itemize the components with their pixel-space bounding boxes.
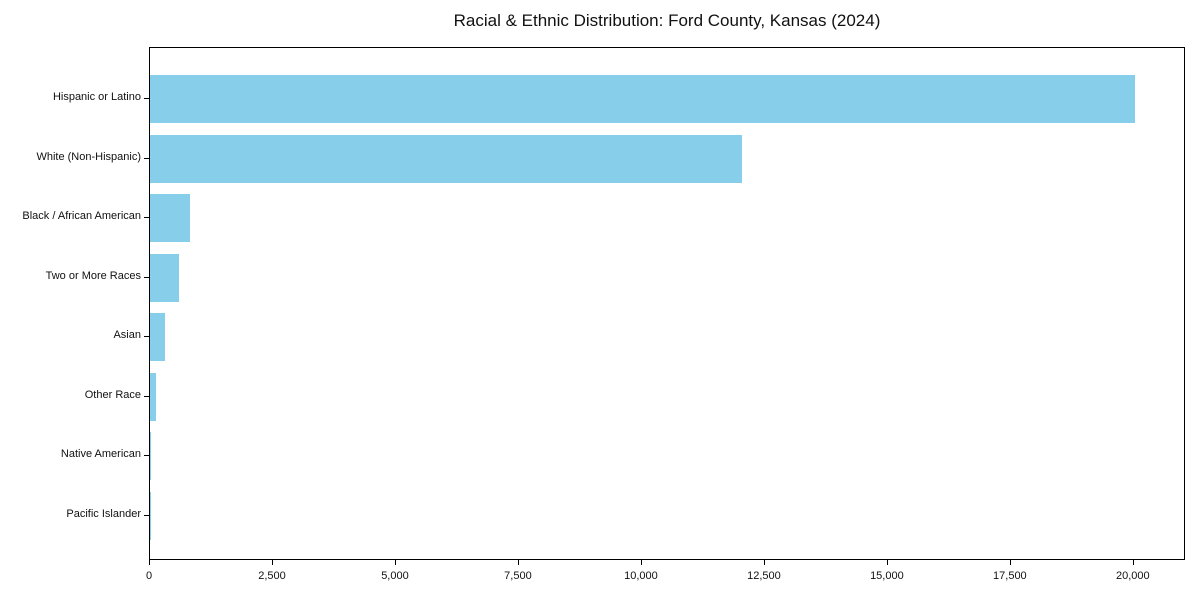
x-tick-label-0: 0	[145, 570, 153, 582]
x-tick-label-12-500: 12,500	[747, 570, 781, 582]
x-tick-mark	[640, 560, 642, 565]
x-tick-mark	[394, 560, 396, 565]
y-tick-mark	[144, 336, 149, 338]
x-tick-mark	[517, 560, 519, 565]
x-tick-mark	[271, 560, 273, 565]
x-tick-mark	[763, 560, 765, 565]
y-tick-label-black-african-american: Black / African American	[22, 210, 141, 223]
x-tick-label-10-000: 10,000	[624, 570, 658, 582]
y-tick-mark	[144, 395, 149, 397]
x-tick-mark	[1132, 560, 1134, 565]
y-tick-label-two-or-more-races: Two or More Races	[45, 269, 141, 282]
x-tick-label-7-500: 7,500	[504, 570, 532, 582]
y-tick-mark	[144, 98, 149, 99]
chart-title: Racial & Ethnic Distribution: Ford Count…	[453, 11, 881, 30]
y-tick-mark	[144, 157, 149, 159]
x-tick-mark	[1009, 560, 1011, 565]
x-tick-label-15-000: 15,000	[870, 570, 904, 582]
x-tick-mark	[149, 560, 150, 565]
y-tick-mark	[144, 217, 149, 219]
y-tick-mark	[144, 514, 149, 516]
y-tick-mark	[144, 455, 149, 457]
y-tick-mark	[144, 276, 149, 278]
plot-area	[149, 47, 1185, 560]
y-tick-label-other-race: Other Race	[84, 388, 141, 401]
x-tick-label-17-500: 17,500	[993, 570, 1027, 582]
y-tick-label-pacific-islander: Pacific Islander	[66, 507, 141, 520]
bar-hispanic-or-latino	[150, 75, 1135, 123]
y-tick-label-white-non-hispanic: White (Non-Hispanic)	[36, 150, 141, 163]
y-tick-label-asian: Asian	[113, 329, 141, 342]
x-tick-label-20-000: 20,000	[1116, 570, 1150, 582]
y-tick-label-hispanic-or-latino: Hispanic or Latino	[52, 91, 141, 103]
bar-black-african-american	[150, 194, 191, 243]
bar-other-race	[150, 372, 157, 421]
x-tick-label-5-000: 5,000	[381, 570, 409, 582]
bar-native-american	[150, 432, 151, 481]
bar-white-non-hispanic	[150, 134, 742, 183]
x-tick-mark	[886, 560, 888, 565]
bar-two-or-more-races	[150, 253, 180, 302]
x-tick-label-2-500: 2,500	[258, 570, 286, 582]
y-tick-label-native-american: Native American	[60, 448, 141, 461]
bar-asian	[150, 313, 166, 362]
